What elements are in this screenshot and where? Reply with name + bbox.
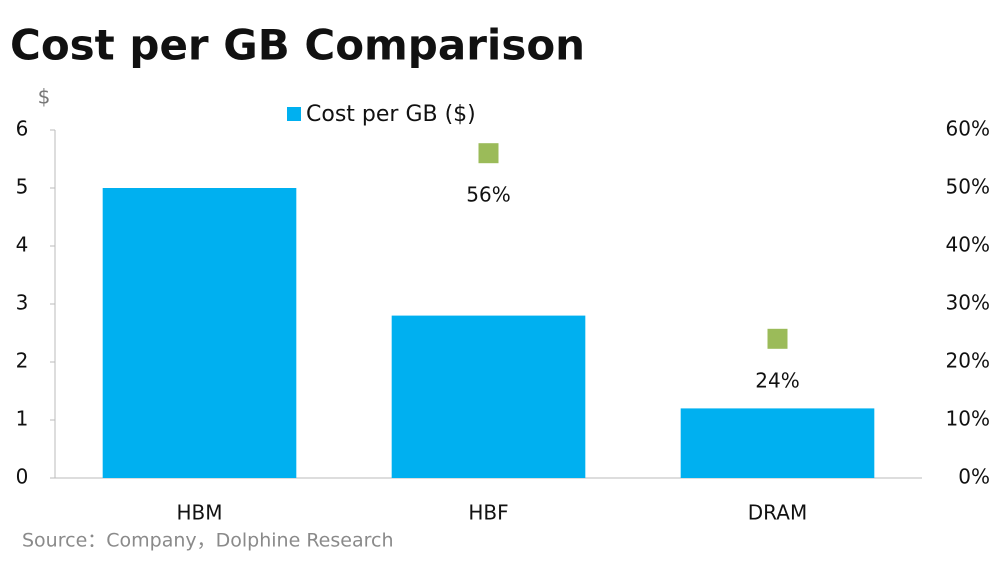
y2-tick-label: 0%	[958, 465, 990, 489]
y2-tick-label: 40%	[946, 233, 990, 257]
x-tick-label: HBM	[176, 501, 222, 525]
chart-title: Cost per GB Comparison	[10, 21, 585, 70]
y-tick-label: 5	[16, 175, 29, 199]
y2-tick-label: 30%	[946, 291, 990, 315]
data-label: 56%	[466, 183, 510, 207]
y-tick-label: 4	[16, 233, 29, 257]
y-tick-label: 1	[16, 407, 29, 431]
source: Source：Company，Dolphine Research	[22, 530, 393, 552]
x-tick-label: DRAM	[748, 501, 807, 525]
data-label: 24%	[755, 368, 799, 392]
y2-tick-label: 50%	[946, 175, 990, 199]
marker	[478, 143, 499, 164]
bar	[391, 315, 586, 478]
y-tick-label: 3	[16, 291, 29, 315]
y2-tick-label: 20%	[946, 349, 990, 373]
y-tick-label: 6	[16, 117, 29, 141]
y-axis-label: $	[38, 85, 51, 109]
marker	[767, 328, 788, 349]
y2-tick-label: 10%	[946, 407, 990, 431]
bar	[680, 408, 875, 478]
y-tick-label: 0	[16, 465, 29, 489]
x-tick-label: HBF	[468, 501, 508, 525]
bar	[102, 188, 297, 478]
y-tick-label: 2	[16, 349, 29, 373]
legend-label: Cost per GB ($)	[306, 102, 476, 127]
y2-tick-label: 60%	[946, 117, 990, 141]
legend-swatch	[287, 107, 301, 121]
